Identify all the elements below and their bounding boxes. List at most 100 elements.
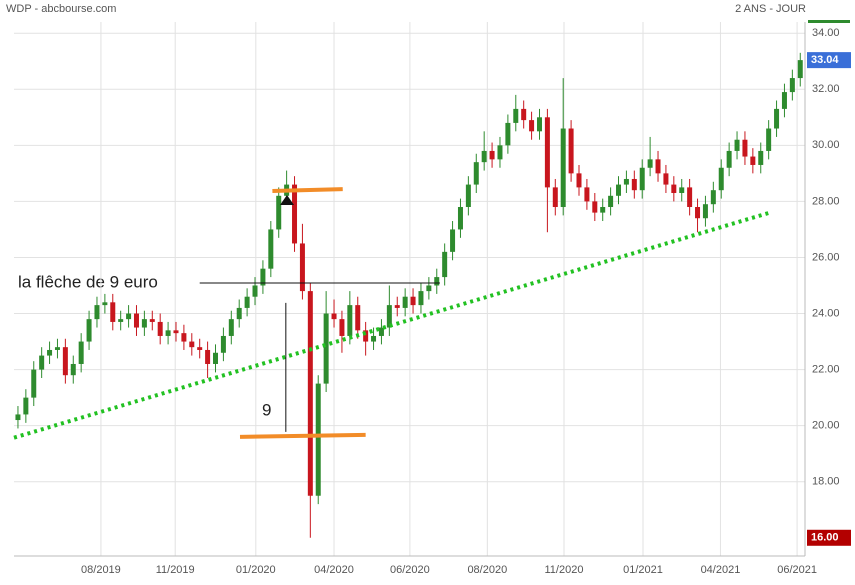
candle-body bbox=[631, 178, 637, 191]
annotation-line bbox=[13, 210, 773, 440]
candle-body bbox=[529, 120, 535, 132]
annotation: 9 bbox=[262, 400, 271, 419]
candle-body bbox=[173, 330, 179, 334]
candle-body bbox=[363, 330, 369, 342]
annotation: la flêche de 9 euro bbox=[18, 272, 158, 291]
y-tick-label: 30.00 bbox=[812, 139, 840, 151]
candle-body bbox=[481, 150, 487, 163]
candle-body bbox=[78, 341, 84, 364]
candle-body bbox=[600, 207, 606, 213]
candle-body bbox=[165, 330, 171, 336]
candle-body bbox=[244, 296, 250, 308]
candle-body bbox=[647, 159, 653, 168]
y-tick-label: 26.00 bbox=[812, 251, 840, 263]
period: 2 ANS - JOUR bbox=[735, 3, 806, 15]
last-price-label-box bbox=[807, 52, 851, 69]
candle-body bbox=[228, 319, 234, 336]
candle-body bbox=[252, 285, 258, 297]
candle-body bbox=[371, 335, 377, 342]
candle-body bbox=[355, 305, 361, 331]
annotation-line bbox=[272, 187, 343, 194]
candle-body bbox=[339, 319, 345, 336]
candle-body bbox=[394, 305, 400, 308]
candle-body bbox=[687, 187, 693, 208]
candle-body bbox=[118, 319, 124, 322]
candle-body bbox=[39, 355, 45, 370]
candle-body bbox=[742, 139, 748, 157]
candle-body bbox=[718, 167, 724, 191]
candle-body bbox=[292, 184, 298, 244]
candle-body bbox=[758, 150, 764, 165]
candle-body bbox=[181, 333, 187, 342]
candle-body bbox=[331, 313, 337, 320]
candle-body bbox=[141, 319, 147, 328]
y-tick-label: 34.00 bbox=[812, 27, 840, 39]
candle-body bbox=[418, 291, 424, 306]
candle-body bbox=[521, 108, 527, 121]
x-tick-label: 01/2020 bbox=[236, 564, 276, 576]
candle-body bbox=[110, 302, 116, 322]
candle-body bbox=[189, 341, 195, 348]
candle-body bbox=[655, 159, 661, 174]
candle-body bbox=[734, 139, 740, 151]
candle-body bbox=[323, 313, 329, 384]
candle-body bbox=[410, 296, 416, 306]
high-marker bbox=[808, 20, 850, 23]
candle-body bbox=[23, 397, 29, 415]
candle-body bbox=[434, 277, 440, 286]
candle-body bbox=[402, 296, 408, 308]
candle-body bbox=[260, 268, 266, 286]
x-tick-label: 08/2019 bbox=[81, 564, 121, 576]
candle-body bbox=[489, 150, 495, 160]
candle-body bbox=[94, 305, 100, 320]
candle-body bbox=[62, 347, 68, 376]
candle-body bbox=[213, 352, 219, 364]
candle-body bbox=[552, 187, 558, 208]
x-tick-label: 08/2020 bbox=[467, 564, 507, 576]
candle-body bbox=[497, 145, 503, 160]
candle-body bbox=[205, 349, 211, 364]
candle-body bbox=[473, 162, 479, 185]
candle-body bbox=[126, 313, 132, 320]
candle-body bbox=[133, 313, 139, 328]
candle-body bbox=[276, 195, 282, 230]
x-tick-label: 11/2019 bbox=[156, 564, 195, 576]
candle-body bbox=[702, 204, 708, 219]
candle-body bbox=[568, 128, 574, 174]
candle-body bbox=[726, 150, 732, 168]
candle-body bbox=[576, 173, 582, 188]
candle-body bbox=[710, 190, 716, 205]
candle-body bbox=[623, 178, 629, 185]
candle-body bbox=[54, 347, 60, 350]
y-tick-label: 20.00 bbox=[812, 420, 840, 432]
candle-body bbox=[70, 363, 76, 376]
y-tick-label: 18.00 bbox=[812, 476, 840, 488]
candle-body bbox=[157, 321, 163, 336]
candle-body bbox=[774, 108, 780, 129]
candle-body bbox=[299, 243, 305, 292]
candle-body bbox=[15, 414, 21, 421]
candle-body bbox=[766, 128, 772, 151]
min-price-label: 16.00 bbox=[811, 532, 839, 544]
candle-body bbox=[465, 184, 471, 208]
candle-body bbox=[592, 201, 598, 213]
candle-body bbox=[236, 307, 242, 320]
arrow-head bbox=[280, 195, 294, 205]
x-tick-label: 06/2020 bbox=[390, 564, 430, 576]
min-price-label-box bbox=[807, 529, 851, 546]
y-tick-label: 22.00 bbox=[812, 363, 840, 375]
candle-body bbox=[47, 349, 53, 356]
candle-body bbox=[750, 156, 756, 165]
x-tick-label: 01/2021 bbox=[623, 564, 663, 576]
candle-body bbox=[505, 122, 511, 146]
annotation-line bbox=[239, 432, 366, 439]
candle-body bbox=[797, 60, 803, 79]
candle-body bbox=[671, 184, 677, 193]
candle-body bbox=[536, 117, 542, 132]
candle-body bbox=[307, 291, 313, 496]
candle-body bbox=[442, 251, 448, 278]
candle-body bbox=[695, 207, 701, 219]
candle-body bbox=[197, 347, 203, 350]
x-tick-label: 06/2021 bbox=[777, 564, 817, 576]
x-tick-label: 04/2020 bbox=[314, 564, 354, 576]
